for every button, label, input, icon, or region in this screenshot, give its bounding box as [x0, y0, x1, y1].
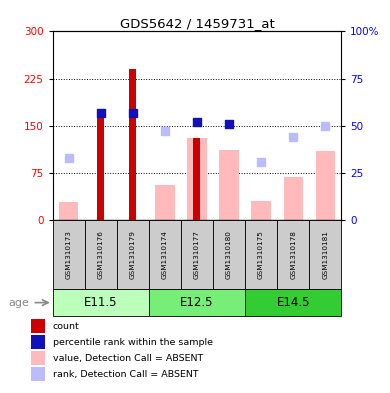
Text: GSM1310179: GSM1310179 [130, 230, 136, 279]
Bar [316, 151, 335, 220]
Bar [97, 110, 104, 220]
Bar [31, 319, 45, 333]
Point [258, 158, 264, 165]
Text: GSM1310173: GSM1310173 [66, 230, 72, 279]
Bar [187, 138, 207, 220]
Bar [277, 220, 309, 289]
Bar [245, 220, 277, 289]
Point [290, 134, 296, 140]
Text: GSM1310174: GSM1310174 [162, 230, 168, 279]
Bar [31, 335, 45, 349]
Title: GDS5642 / 1459731_at: GDS5642 / 1459731_at [120, 17, 274, 30]
Bar [149, 289, 245, 316]
Bar [85, 220, 117, 289]
Point [98, 109, 104, 116]
Bar [213, 220, 245, 289]
Text: GSM1310178: GSM1310178 [290, 230, 296, 279]
Text: rank, Detection Call = ABSENT: rank, Detection Call = ABSENT [53, 369, 198, 378]
Point [226, 121, 232, 127]
Text: GSM1310176: GSM1310176 [98, 230, 104, 279]
Text: GSM1310177: GSM1310177 [194, 230, 200, 279]
Bar [220, 150, 239, 220]
Text: value, Detection Call = ABSENT: value, Detection Call = ABSENT [53, 354, 203, 363]
Point [194, 119, 200, 125]
Point [322, 123, 328, 129]
Bar [309, 220, 341, 289]
Point [130, 109, 136, 116]
Bar [129, 69, 136, 220]
Text: GSM1310180: GSM1310180 [226, 230, 232, 279]
Bar [284, 177, 303, 220]
Bar [117, 220, 149, 289]
Bar [245, 289, 341, 316]
Text: GSM1310175: GSM1310175 [258, 230, 264, 279]
Bar [181, 220, 213, 289]
Text: E12.5: E12.5 [180, 296, 214, 309]
Point [162, 128, 168, 134]
Bar [31, 351, 45, 365]
Text: GSM1310181: GSM1310181 [322, 230, 328, 279]
Text: age: age [9, 298, 30, 308]
Bar [155, 185, 174, 220]
Point [66, 155, 72, 161]
Bar [53, 220, 85, 289]
Bar [252, 201, 271, 220]
Text: count: count [53, 321, 80, 331]
Bar [31, 367, 45, 381]
Text: E11.5: E11.5 [84, 296, 117, 309]
Bar [59, 202, 78, 220]
Text: percentile rank within the sample: percentile rank within the sample [53, 338, 213, 347]
Bar [149, 220, 181, 289]
Text: E14.5: E14.5 [277, 296, 310, 309]
Bar [53, 289, 149, 316]
Bar [193, 138, 200, 220]
